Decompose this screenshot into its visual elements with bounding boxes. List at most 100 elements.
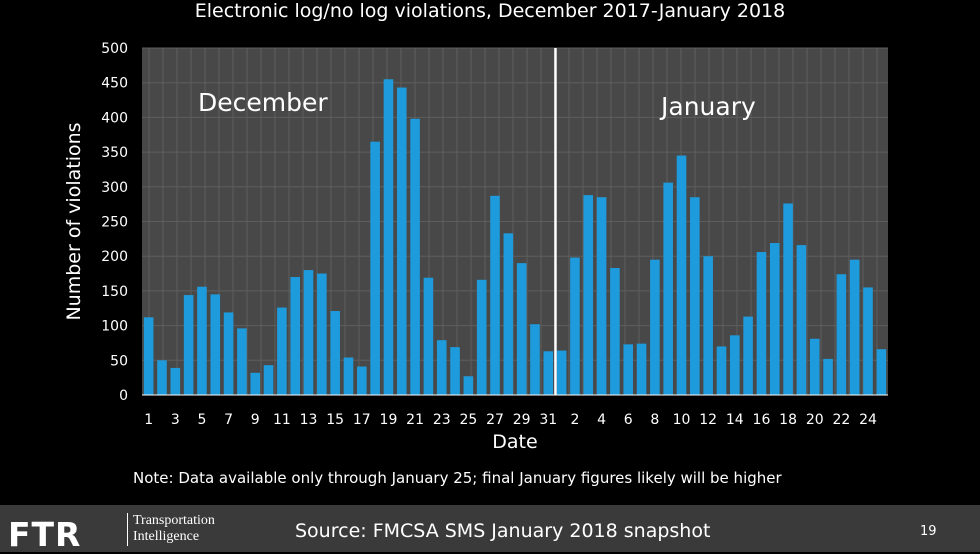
x-tick-label: 18 bbox=[779, 412, 797, 428]
bar-january-17 bbox=[769, 243, 780, 395]
bar-january-19 bbox=[796, 245, 807, 395]
x-tick-label: 16 bbox=[753, 412, 771, 428]
bar-january-2 bbox=[570, 257, 580, 395]
bar-december-27 bbox=[490, 195, 500, 395]
y-tick-label: 250 bbox=[101, 215, 128, 231]
bar-december-23 bbox=[436, 340, 447, 395]
bar-january-4 bbox=[596, 197, 607, 395]
month-label-january: January bbox=[659, 92, 756, 121]
bar-january-15 bbox=[743, 316, 753, 395]
x-tick-label: 27 bbox=[486, 412, 504, 428]
bar-december-30 bbox=[530, 324, 540, 395]
bar-december-4 bbox=[183, 295, 194, 395]
x-tick-label: 22 bbox=[832, 412, 850, 428]
bar-december-10 bbox=[263, 365, 274, 395]
bar-december-26 bbox=[476, 279, 487, 395]
bar-january-12 bbox=[703, 256, 713, 395]
x-axis-title: Date bbox=[492, 431, 537, 453]
ftr-logo: FTR bbox=[8, 515, 82, 554]
bar-january-5 bbox=[610, 267, 620, 395]
bar-december-2 bbox=[157, 360, 167, 395]
bar-december-28 bbox=[503, 233, 514, 395]
bar-january-21 bbox=[823, 358, 833, 395]
x-tick-label: 6 bbox=[624, 412, 633, 428]
bar-december-19 bbox=[383, 79, 394, 395]
bar-december-9 bbox=[250, 372, 261, 395]
bar-january-8 bbox=[650, 259, 660, 395]
y-axis-title: Number of violations bbox=[63, 122, 85, 320]
y-tick-label: 400 bbox=[101, 110, 128, 126]
bar-december-6 bbox=[210, 294, 221, 395]
y-tick-label: 50 bbox=[110, 353, 128, 369]
source-text: Source: FMCSA SMS January 2018 snapshot bbox=[295, 520, 711, 542]
bar-december-25 bbox=[463, 376, 474, 395]
bar-january-10 bbox=[676, 155, 687, 395]
logo-divider bbox=[127, 513, 128, 546]
bar-december-5 bbox=[197, 286, 207, 395]
bar-december-22 bbox=[423, 277, 434, 395]
bar-january-6 bbox=[623, 344, 634, 395]
x-tick-label: 8 bbox=[650, 412, 659, 428]
y-tick-label: 350 bbox=[101, 145, 128, 161]
bar-january-20 bbox=[809, 338, 820, 395]
chart-title: Electronic log/no log violations, Decemb… bbox=[194, 0, 786, 22]
bar-january-14 bbox=[730, 335, 740, 395]
x-tick-label: 11 bbox=[273, 412, 291, 428]
bar-january-22 bbox=[836, 274, 847, 395]
bar-january-24 bbox=[863, 287, 873, 395]
x-tick-label: 19 bbox=[380, 412, 398, 428]
x-tick-label: 24 bbox=[859, 412, 877, 428]
logo-subtitle: Transportation Intelligence bbox=[133, 513, 215, 545]
bar-january-23 bbox=[849, 259, 860, 395]
bar-december-29 bbox=[516, 263, 527, 395]
x-tick-label: 9 bbox=[251, 412, 260, 428]
month-label-december: December bbox=[198, 88, 328, 117]
bar-january-13 bbox=[716, 346, 727, 395]
bar-december-11 bbox=[277, 307, 287, 395]
x-tick-label: 29 bbox=[513, 412, 531, 428]
bar-december-18 bbox=[370, 141, 380, 395]
bar-december-16 bbox=[343, 357, 354, 395]
x-tick-label: 13 bbox=[300, 412, 318, 428]
bar-december-17 bbox=[357, 366, 367, 395]
bar-december-1 bbox=[143, 317, 154, 395]
bar-december-20 bbox=[396, 87, 407, 396]
x-tick-label: 14 bbox=[726, 412, 744, 428]
x-tick-label: 3 bbox=[171, 412, 180, 428]
x-tick-label: 2 bbox=[570, 412, 579, 428]
bar-january-16 bbox=[756, 252, 767, 395]
data-note: Note: Data available only through Januar… bbox=[133, 469, 782, 487]
bar-december-31 bbox=[543, 351, 554, 395]
x-tick-label: 25 bbox=[459, 412, 477, 428]
x-tick-label: 17 bbox=[353, 412, 371, 428]
logo-subtitle-line2: Intelligence bbox=[133, 529, 200, 544]
page-number: 19 bbox=[920, 524, 937, 539]
y-tick-label: 200 bbox=[101, 249, 128, 265]
logo-subtitle-line1: Transportation bbox=[133, 513, 215, 528]
x-tick-label: 12 bbox=[699, 412, 717, 428]
y-tick-label: 450 bbox=[101, 76, 128, 92]
x-tick-label: 7 bbox=[224, 412, 233, 428]
bar-december-21 bbox=[410, 118, 420, 396]
bar-january-25 bbox=[876, 349, 887, 395]
y-tick-label: 0 bbox=[119, 388, 128, 404]
x-tick-label: 31 bbox=[539, 412, 557, 428]
y-tick-label: 300 bbox=[101, 180, 128, 196]
bar-december-7 bbox=[223, 312, 234, 395]
bar-january-11 bbox=[690, 197, 700, 395]
y-tick-label: 500 bbox=[101, 41, 128, 57]
x-tick-label: 21 bbox=[406, 412, 424, 428]
x-tick-label: 10 bbox=[673, 412, 691, 428]
bar-december-8 bbox=[237, 328, 247, 395]
bar-december-13 bbox=[303, 270, 314, 395]
x-tick-label: 1 bbox=[144, 412, 153, 428]
bar-december-24 bbox=[450, 347, 460, 395]
x-tick-label: 20 bbox=[806, 412, 824, 428]
bar-january-18 bbox=[783, 203, 793, 395]
bar-december-15 bbox=[330, 311, 340, 395]
x-tick-label: 15 bbox=[326, 412, 344, 428]
bar-january-3 bbox=[583, 195, 594, 395]
x-tick-label: 4 bbox=[597, 412, 606, 428]
x-tick-label: 5 bbox=[197, 412, 206, 428]
